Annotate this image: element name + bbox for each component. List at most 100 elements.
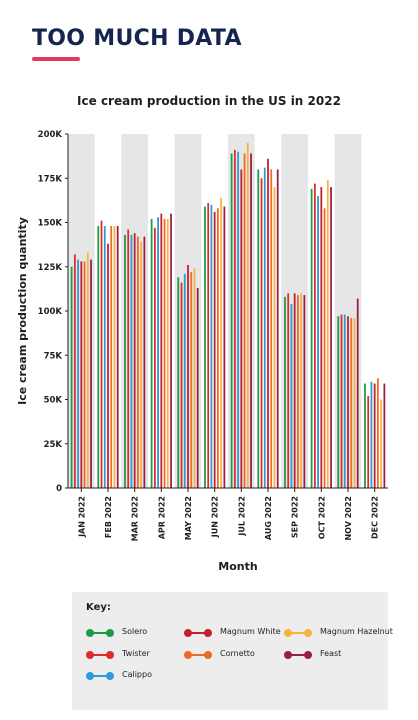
bar [183, 273, 186, 488]
y-tick-label: 150K [38, 219, 63, 229]
bar [213, 211, 216, 488]
bar [347, 316, 349, 488]
bar [193, 268, 196, 488]
bar [353, 318, 356, 488]
key-title: Key: [86, 602, 111, 613]
legend-label: Feast [320, 649, 342, 658]
bar [223, 206, 226, 488]
bar [83, 261, 86, 488]
bar [233, 149, 236, 488]
bar [157, 217, 159, 488]
bar [204, 206, 206, 488]
bar [326, 180, 329, 488]
bar [73, 254, 76, 488]
bar [337, 316, 340, 488]
bar [163, 218, 166, 488]
bar [124, 234, 126, 488]
legend-swatch [284, 651, 312, 659]
legend-swatch [184, 629, 212, 637]
bar [383, 383, 386, 488]
bar [370, 381, 373, 488]
bar [196, 287, 199, 488]
bar [140, 241, 143, 488]
bar [110, 226, 113, 489]
bar [246, 142, 249, 488]
bar [190, 272, 193, 488]
y-tick-label: 200K [38, 130, 63, 140]
bar [313, 183, 316, 488]
bar [356, 298, 359, 488]
bar [150, 218, 153, 488]
bar [340, 314, 343, 488]
bar [300, 293, 303, 488]
x-tick-label: SEP 2022 [291, 496, 300, 538]
bar [103, 226, 106, 489]
x-tick-label: DEC 2022 [371, 496, 380, 539]
bar [293, 293, 296, 488]
legend-label: Twister [122, 649, 150, 658]
bar [310, 188, 313, 488]
bar [257, 169, 260, 488]
legend-swatch [184, 651, 212, 659]
bar [170, 213, 172, 488]
legend-label: Magnum White [220, 627, 281, 636]
y-tick-label: 100K [38, 307, 63, 317]
legend-swatch [86, 651, 114, 659]
x-tick-label: JUN 2022 [211, 496, 220, 538]
bar [217, 208, 219, 488]
bar [116, 226, 119, 489]
bar [90, 259, 92, 488]
legend-label: Cornetto [220, 649, 255, 658]
bar [86, 252, 89, 488]
bar [240, 169, 243, 488]
x-tick-label: OCT 2022 [317, 496, 326, 539]
x-tick-label: FEB 2022 [104, 496, 113, 538]
y-tick-label: 50K [44, 396, 63, 406]
bar [290, 303, 293, 488]
bar [187, 264, 189, 488]
heading-underline [32, 57, 80, 61]
legend-label: Magnum Hazelnut [320, 627, 393, 636]
y-tick-label: 25K [44, 440, 63, 450]
bar [210, 204, 213, 489]
x-tick-label: APR 2022 [157, 496, 166, 539]
bar [137, 236, 139, 488]
bar [273, 187, 276, 488]
x-tick-label: AUG 2022 [264, 496, 273, 540]
bar [263, 167, 266, 488]
bar [113, 226, 116, 489]
bar [166, 218, 169, 488]
bar [284, 296, 286, 488]
chart-title: Ice cream production in the US in 2022 [77, 94, 341, 108]
bar [220, 197, 223, 488]
bar [270, 169, 273, 488]
y-tick-label: 75K [44, 351, 63, 361]
bar [350, 318, 353, 488]
x-tick-label: JUL 2022 [237, 496, 246, 537]
bar [373, 383, 376, 488]
bar [143, 236, 146, 488]
bar-chart: 0 25K 50K 75K 100K 125K 150K 175K 200K JAN 2022 FE… [16, 130, 388, 573]
bar [330, 187, 332, 488]
legend-swatch [86, 672, 114, 680]
bar [303, 295, 306, 488]
bar [243, 153, 246, 488]
x-axis-title: Month [218, 560, 257, 573]
bar [70, 266, 73, 488]
x-tick-label: NOV 2022 [344, 496, 353, 541]
bar [133, 233, 136, 488]
x-tick-label: MAY 2022 [184, 496, 193, 540]
bar [107, 243, 109, 488]
legend-label: Calippo [122, 670, 152, 679]
bar [180, 282, 183, 488]
legend-swatch [86, 629, 114, 637]
legend-label: Solero [122, 627, 148, 636]
bar [317, 195, 319, 488]
bar [177, 277, 180, 488]
bar [207, 203, 210, 488]
bar [230, 153, 233, 488]
bar [250, 153, 252, 488]
bar [287, 293, 290, 488]
bar [377, 378, 379, 488]
bar [297, 295, 299, 488]
